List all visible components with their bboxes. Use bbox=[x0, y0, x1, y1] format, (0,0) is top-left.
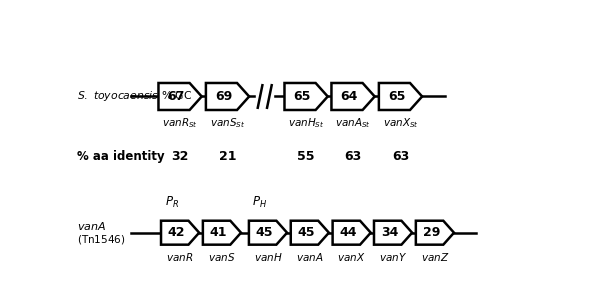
Text: 44: 44 bbox=[340, 226, 357, 239]
Text: $P_{\mathit{R}}$: $P_{\mathit{R}}$ bbox=[164, 195, 179, 210]
Text: 67: 67 bbox=[167, 90, 185, 103]
Text: 32: 32 bbox=[172, 150, 189, 163]
Text: 34: 34 bbox=[381, 226, 398, 239]
Text: $\mathit{vanA}$: $\mathit{vanA}$ bbox=[77, 220, 107, 232]
Polygon shape bbox=[379, 83, 422, 110]
Text: 55: 55 bbox=[298, 150, 315, 163]
Text: $\mathit{vanR}_{\mathit{St}}$: $\mathit{vanR}_{\mathit{St}}$ bbox=[162, 116, 198, 130]
Polygon shape bbox=[416, 221, 454, 245]
Text: 29: 29 bbox=[423, 226, 440, 239]
Text: % aa identity: % aa identity bbox=[77, 150, 165, 163]
Text: (Tn$\mathit{1546}$): (Tn$\mathit{1546}$) bbox=[77, 233, 126, 246]
Text: $\mathit{vanX}$: $\mathit{vanX}$ bbox=[337, 250, 366, 263]
Text: $\mathit{vanX}_{\mathit{St}}$: $\mathit{vanX}_{\mathit{St}}$ bbox=[383, 116, 418, 130]
Text: 64: 64 bbox=[340, 90, 358, 103]
Polygon shape bbox=[206, 83, 249, 110]
Polygon shape bbox=[331, 83, 374, 110]
Text: $\mathit{vanA}$: $\mathit{vanA}$ bbox=[296, 250, 323, 263]
Text: 65: 65 bbox=[388, 90, 405, 103]
Text: 41: 41 bbox=[210, 226, 227, 239]
Polygon shape bbox=[374, 221, 412, 245]
Text: 63: 63 bbox=[344, 150, 362, 163]
Text: $\mathit{vanA}_{\mathit{St}}$: $\mathit{vanA}_{\mathit{St}}$ bbox=[335, 116, 371, 130]
Text: 45: 45 bbox=[256, 226, 273, 239]
Text: $\mathit{vanY}$: $\mathit{vanY}$ bbox=[379, 250, 407, 263]
Text: $\mathit{vanH}$: $\mathit{vanH}$ bbox=[254, 250, 282, 263]
Text: 63: 63 bbox=[392, 150, 409, 163]
Text: $\mathit{vanS}$: $\mathit{vanS}$ bbox=[208, 250, 236, 263]
Text: $\mathit{S.\ toyocaensis}$ % GC: $\mathit{S.\ toyocaensis}$ % GC bbox=[77, 89, 193, 103]
Polygon shape bbox=[332, 221, 371, 245]
Polygon shape bbox=[284, 83, 328, 110]
Polygon shape bbox=[161, 221, 199, 245]
Polygon shape bbox=[158, 83, 202, 110]
Polygon shape bbox=[249, 221, 287, 245]
Text: 21: 21 bbox=[219, 150, 236, 163]
Text: $\mathit{vanS}_{\mathit{St}}$: $\mathit{vanS}_{\mathit{St}}$ bbox=[210, 116, 245, 130]
Text: $P_{\mathit{H}}$: $P_{\mathit{H}}$ bbox=[252, 195, 267, 210]
Text: 65: 65 bbox=[293, 90, 311, 103]
Text: 69: 69 bbox=[215, 90, 232, 103]
Text: $\mathit{vanR}$: $\mathit{vanR}$ bbox=[166, 250, 194, 263]
Text: $\mathit{vanH}_{\mathit{St}}$: $\mathit{vanH}_{\mathit{St}}$ bbox=[288, 116, 325, 130]
Polygon shape bbox=[291, 221, 329, 245]
Polygon shape bbox=[203, 221, 241, 245]
Text: 42: 42 bbox=[168, 226, 185, 239]
Text: $\mathit{vanZ}$: $\mathit{vanZ}$ bbox=[421, 250, 449, 263]
Text: 45: 45 bbox=[298, 226, 315, 239]
